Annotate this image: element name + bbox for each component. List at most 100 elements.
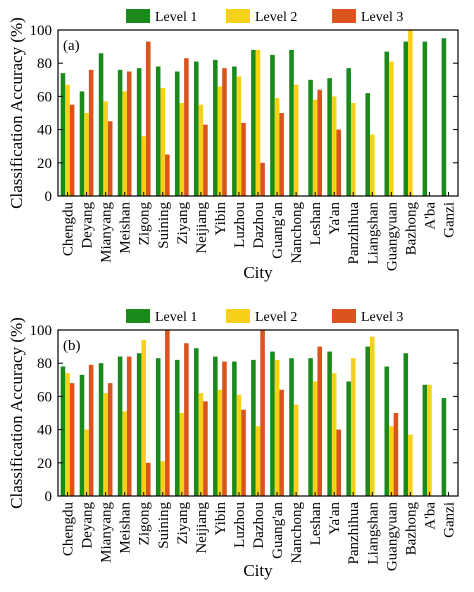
x-tick-label: Guangyuan [384, 502, 400, 572]
bar-level-3-meishan [126, 356, 132, 496]
bar-level-1-deyang [79, 374, 85, 496]
x-tick-label: Deyang [80, 202, 96, 249]
x-tick-label: Luzhou [232, 502, 248, 548]
bar-level-3-suining [165, 154, 170, 196]
chart-panel-b: 0 20 40 60 80 100 Chengdu Deyang Mianyang Meishan… [7, 309, 459, 580]
y-tick-label: 100 [30, 23, 53, 39]
y-tick-label: 40 [37, 123, 52, 139]
x-tick-label: Liangshan [365, 202, 381, 265]
bar-level-2-chengdu [65, 84, 70, 196]
y-tick-label: 80 [37, 356, 52, 372]
x-tick-label: Deyang [80, 502, 96, 549]
bar-level-1-guangan [270, 54, 275, 197]
y-axis-label: Classification Accuracy (%) [7, 17, 26, 209]
x-tick-label: Yibin [213, 502, 229, 536]
panel-label: (b) [63, 338, 81, 354]
bar-level-1-nanchong [289, 49, 294, 196]
bar-level-1-leshan [308, 358, 313, 496]
y-tick-label: 60 [37, 389, 52, 405]
x-tick-label: Ganzi [441, 502, 457, 538]
bar-level-3-deyang [88, 69, 94, 196]
legend-label-1: Level 1 [155, 310, 197, 325]
bar-level-2-ziyang [179, 103, 185, 196]
bar-level-1-panzhihua [346, 68, 351, 196]
x-tick-label: Meishan [118, 202, 134, 254]
bar-level-2-liangshan [370, 336, 375, 496]
bar-level-1-suining [155, 66, 161, 197]
bar-level-3-ziyang [184, 343, 189, 496]
bar-level-2-zigong [141, 136, 146, 196]
bar-level-1-panzhihua [346, 381, 351, 496]
bar-level-3-chengdu [69, 104, 75, 196]
y-tick-label: 60 [37, 89, 52, 105]
y-tick-label: 80 [37, 56, 52, 72]
bar-level-1-chengdu [60, 366, 66, 496]
panel-label: (a) [63, 38, 80, 54]
bar-level-1-aba [422, 41, 428, 197]
bar-level-2-yaan [331, 96, 337, 196]
bar-level-2-luzhou [236, 76, 242, 196]
legend-label-1: Level 1 [155, 10, 197, 25]
bar-level-1-ganzi [441, 38, 447, 196]
bar-level-1-meishan [117, 356, 123, 496]
bar-level-2-luzhou [236, 394, 242, 496]
x-tick-label: Leshan [308, 502, 324, 546]
bar-level-3-zigong [146, 462, 151, 496]
x-tick-label: Meishan [118, 502, 134, 554]
bar-level-1-yibin [213, 356, 218, 496]
x-tick-label: Ziyang [175, 202, 191, 245]
x-tick-label: Liangshan [365, 502, 381, 565]
bar-level-1-liangshan [365, 93, 370, 196]
bar-level-1-ziyang [174, 71, 180, 196]
x-tick-label: Neijiang [194, 202, 210, 254]
x-tick-label: A'ba [422, 202, 438, 230]
bar-level-2-dazhou [255, 426, 261, 496]
bar-level-3-suining [165, 330, 170, 496]
legend-label-3: Level 3 [361, 310, 403, 325]
bar-level-2-guangyuan [389, 61, 394, 196]
bar-level-3-yibin [222, 361, 227, 496]
bar-level-3-guangan [279, 389, 284, 496]
bar-level-1-guangan [270, 351, 275, 496]
x-tick-label: Guang'an [270, 202, 286, 259]
bar-level-3-leshan [317, 346, 322, 496]
bar-level-1-mianyang [98, 53, 104, 196]
bar-level-2-nanchong [293, 404, 299, 496]
bar-level-1-deyang [79, 91, 85, 196]
bar-level-2-guangan [274, 359, 280, 496]
x-tick-label: Chengdu [61, 202, 77, 257]
bar-level-1-zigong [136, 68, 142, 196]
x-tick-label: Panzhihua [346, 202, 362, 265]
bar-level-3-mianyang [107, 121, 113, 196]
y-tick-label: 40 [37, 423, 52, 439]
x-axis-label: City [243, 263, 273, 282]
x-tick-label: Yibin [213, 202, 229, 236]
bar-level-2-deyang [84, 429, 89, 496]
x-tick-label: Leshan [308, 202, 324, 246]
x-tick-label: Guangyuan [384, 202, 400, 272]
bar-level-1-leshan [308, 79, 313, 196]
bar-level-2-bazhong [408, 30, 413, 196]
bar-level-1-nanchong [289, 358, 294, 496]
x-tick-label: Dazhou [251, 502, 267, 549]
x-tick-label: Ganzi [441, 202, 457, 238]
bar-level-3-guangan [279, 113, 284, 196]
legend-label-3: Level 3 [361, 10, 403, 25]
bar-level-3-zigong [146, 41, 151, 197]
x-tick-label: Suining [156, 202, 172, 249]
bar-level-2-aba [427, 384, 432, 496]
bar-level-3-chengdu [69, 383, 75, 496]
x-tick-label: Zigong [137, 202, 153, 246]
bar-level-3-luzhou [241, 122, 246, 196]
bar-level-1-liangshan [365, 346, 370, 496]
bar-level-1-aba [422, 384, 428, 496]
bar-level-3-yaan [336, 429, 342, 496]
bar-level-3-neijiang [203, 401, 208, 496]
x-tick-label: Dazhou [251, 202, 267, 249]
bar-level-1-chengdu [60, 73, 66, 196]
bar-level-2-guangan [274, 98, 280, 196]
x-tick-label: Bazhong [403, 502, 419, 556]
bar-level-3-deyang [88, 364, 94, 496]
bar-level-3-guangyuan [393, 413, 399, 496]
bar-level-2-panzhihua [350, 358, 356, 496]
